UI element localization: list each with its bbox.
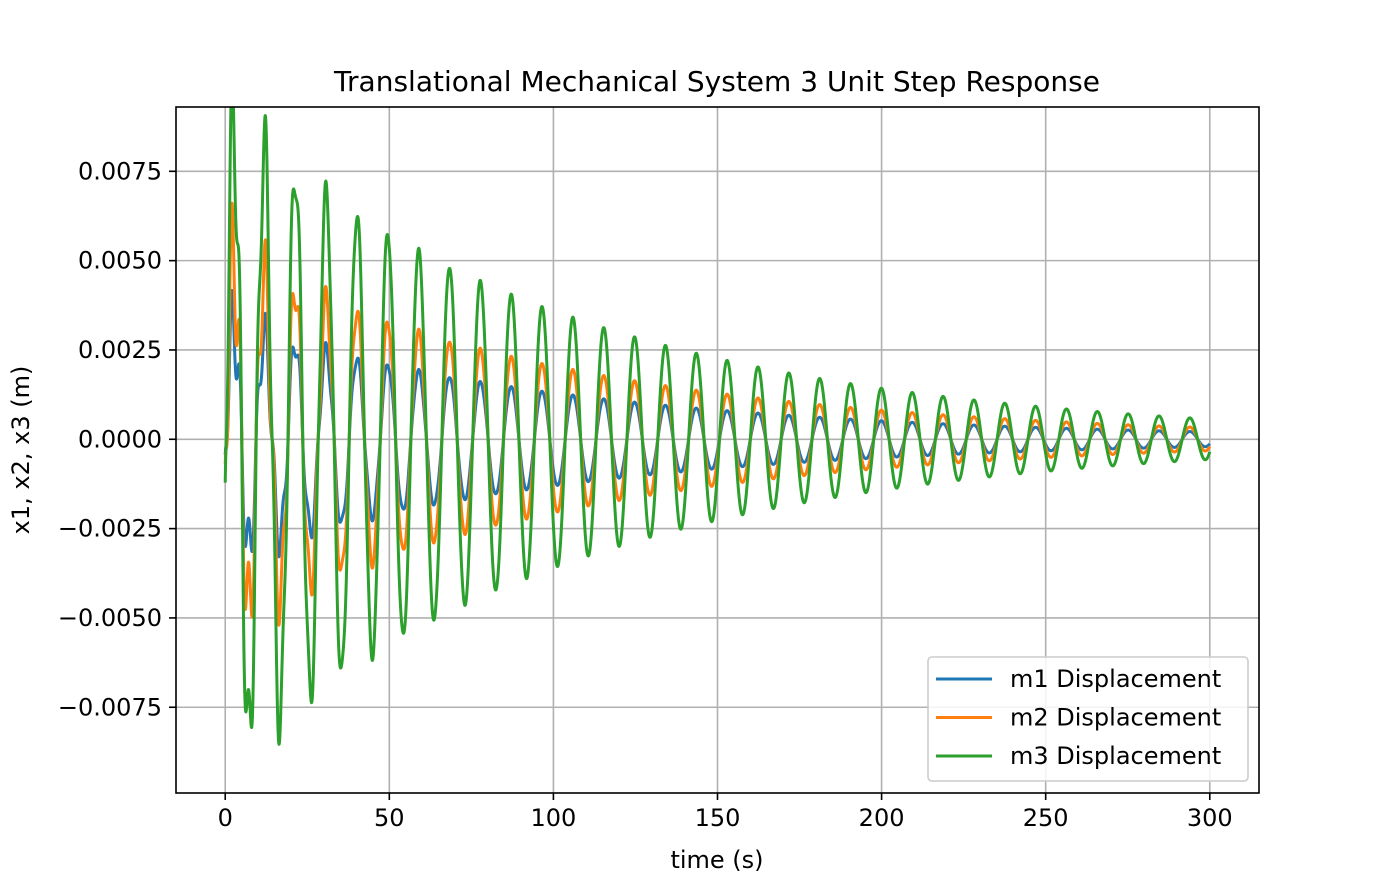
x-tick-label: 200 bbox=[859, 804, 905, 832]
y-tick-label: 0.0050 bbox=[78, 247, 162, 275]
legend-box bbox=[927, 656, 1249, 782]
x-axis-label: time (s) bbox=[670, 846, 763, 874]
y-tick-label: 0.0000 bbox=[78, 425, 162, 453]
series-layer bbox=[223, 107, 1212, 746]
x-tick-label: 300 bbox=[1187, 804, 1233, 832]
legend-label-2: m2 Displacement bbox=[1010, 704, 1221, 732]
y-axis-label: x1, x2, x3 (m) bbox=[7, 366, 35, 535]
plot-area bbox=[223, 107, 1212, 746]
legend: m1 Displacement m2 Displacement m3 Displac… bbox=[927, 656, 1249, 782]
ticks-layer: 0 50 100 150 200 250 300 −0.0075 −0.0050 −0.0025 0… bbox=[58, 157, 1233, 832]
legend-label-3: m3 Displacement bbox=[1010, 742, 1221, 770]
grid-layer bbox=[176, 107, 1259, 793]
y-tick-label: −0.0050 bbox=[58, 604, 162, 632]
x-tick-label: 0 bbox=[218, 804, 233, 832]
x-tick-label: 100 bbox=[531, 804, 577, 832]
y-tick-label: −0.0075 bbox=[58, 693, 162, 721]
legend-label-1: m1 Displacement bbox=[1010, 665, 1221, 693]
y-tick-label: −0.0025 bbox=[58, 515, 162, 543]
chart-title: Translational Mechanical System 3 Unit S… bbox=[333, 65, 1100, 98]
x-tick-label: 150 bbox=[695, 804, 741, 832]
y-tick-label: 0.0025 bbox=[78, 336, 162, 364]
plot-frame bbox=[175, 106, 1260, 794]
x-tick-label: 250 bbox=[1023, 804, 1069, 832]
series-line-3 bbox=[223, 107, 1212, 746]
y-tick-label: 0.0075 bbox=[78, 157, 162, 185]
x-tick-label: 50 bbox=[374, 804, 405, 832]
